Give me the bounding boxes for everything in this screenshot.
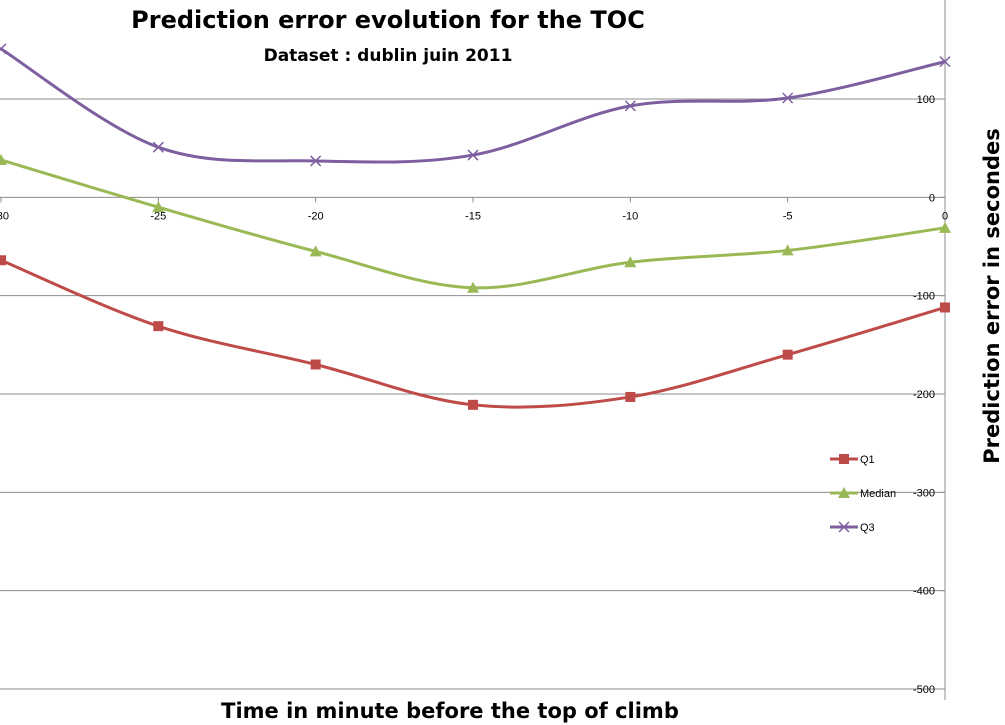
series-q1 xyxy=(0,255,950,410)
legend-item-q1: Q1 xyxy=(830,454,875,466)
chart-subtitle: Dataset : dublin juin 2011 xyxy=(264,46,513,66)
data-point-median-1 xyxy=(152,201,165,213)
data-point-median-2 xyxy=(309,245,322,257)
data-point-q1-6 xyxy=(940,302,950,313)
data-point-q3-2 xyxy=(310,155,322,167)
data-point-q1-5 xyxy=(782,349,793,360)
data-point-q3-0 xyxy=(0,43,7,55)
data-point-median-5 xyxy=(781,244,794,256)
data-point-q3-3 xyxy=(467,149,479,161)
x-tick-label-2: -20 xyxy=(308,210,324,222)
data-point-q1-3 xyxy=(468,399,478,410)
x-tick-label-0: -30 xyxy=(0,210,9,222)
data-point-median-0 xyxy=(0,153,7,165)
legend-label-median: Median xyxy=(860,488,896,500)
legend-label-q3: Q3 xyxy=(860,522,875,534)
y-tick-label-5: -400 xyxy=(913,586,935,598)
data-point-q1-2 xyxy=(310,359,321,370)
series-line-median xyxy=(0,158,946,290)
y-tick-label-4: -300 xyxy=(913,487,935,499)
x-tick-label-1: -25 xyxy=(150,210,166,222)
y-axis-ticks: 100 0 -100 -200 -300 -400 -500 xyxy=(913,94,945,696)
y-tick-label-3: -200 xyxy=(913,389,935,401)
y-tick-label-0: 100 xyxy=(917,94,935,106)
x-tick-label-3: -15 xyxy=(465,210,481,222)
y-axis-title: Prediction error in secondes xyxy=(980,128,1004,463)
series-median xyxy=(0,153,951,293)
series-lines xyxy=(0,43,951,410)
legend-marker-median xyxy=(838,487,850,498)
data-point-q3-4 xyxy=(624,100,636,112)
x-tick-label-5: -5 xyxy=(783,210,793,222)
legend-item-median: Median xyxy=(830,487,896,500)
legend: Q1 Median Q3 xyxy=(830,454,896,534)
legend-item-q3: Q3 xyxy=(830,521,875,534)
legend-label-q1: Q1 xyxy=(860,454,875,466)
data-point-median-4 xyxy=(624,256,637,268)
grid-lines xyxy=(0,98,945,690)
series-q3 xyxy=(0,43,951,167)
x-tick-label-4: -10 xyxy=(622,210,638,222)
x-axis-ticks: -30 -25 -20 -15 -10 -5 0 xyxy=(0,197,948,222)
legend-marker-q1 xyxy=(839,454,849,464)
data-point-q3-6 xyxy=(939,56,951,68)
legend-marker-q3 xyxy=(838,521,850,533)
chart-title: Prediction error evolution for the TOC xyxy=(131,6,645,34)
x-tick-label-6: 0 xyxy=(942,210,948,222)
y-tick-label-1: 0 xyxy=(929,192,935,204)
data-point-q3-5 xyxy=(782,92,794,104)
y-tick-label-2: -100 xyxy=(913,291,935,303)
data-point-q3-1 xyxy=(152,141,164,153)
data-point-q1-4 xyxy=(625,391,636,402)
data-point-q1-1 xyxy=(153,321,164,332)
y-tick-label-6: -500 xyxy=(913,684,935,696)
data-point-median-3 xyxy=(467,281,479,293)
x-axis-title: Time in minute before the top of climb xyxy=(221,699,679,723)
data-point-q1-0 xyxy=(0,255,6,266)
data-point-median-6 xyxy=(939,221,951,233)
